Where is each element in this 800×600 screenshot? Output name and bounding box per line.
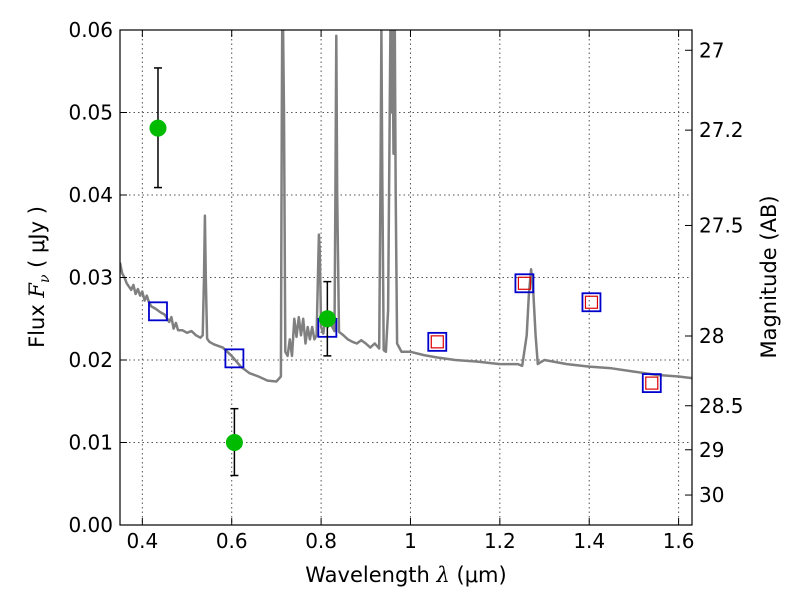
observed-photometry-point — [149, 119, 167, 137]
plot-area — [120, 30, 692, 477]
y2-tick-label: 28 — [699, 324, 724, 348]
grid — [120, 30, 692, 525]
model-photometry-square — [427, 331, 448, 352]
y2-tick-label: 30 — [699, 483, 724, 507]
model-photometry-square — [641, 373, 662, 394]
x-tick-label: 0.6 — [216, 529, 248, 553]
model-photometry-inner-square — [584, 295, 599, 309]
y2-axis-label: Magnitude (AB) — [757, 195, 781, 358]
model-photometry-square — [148, 301, 168, 322]
y-tick-label: 0.01 — [68, 431, 113, 455]
y2-tick-label: 29 — [699, 438, 724, 462]
x-tick-label: 0.8 — [305, 529, 337, 553]
model-photometry-inner-square — [645, 376, 659, 390]
model-photometry-inner-square — [430, 335, 444, 349]
y-tick-label: 0.00 — [68, 513, 113, 537]
x-axis: 0.4 0.6 0.8 1 1.2 1.4 1.6 — [126, 30, 695, 553]
model-photometry-square — [514, 273, 535, 294]
x-tick-label: 1.6 — [663, 529, 695, 553]
y-tick-label: 0.03 — [68, 266, 113, 290]
sed-model-line — [120, 30, 692, 383]
model-photometry-square — [224, 348, 245, 369]
observed-photometry-point — [225, 434, 243, 451]
model-photometry-square — [581, 292, 602, 313]
y-tick-label: 0.06 — [68, 18, 113, 42]
x-tick-label: 0.4 — [126, 529, 158, 553]
y2-tick-label: 27.2 — [699, 118, 744, 142]
x-tick-label: 1 — [404, 529, 417, 553]
observed-photometry-point — [318, 310, 336, 328]
y2-tick-label: 27.5 — [699, 213, 744, 237]
x-tick-label: 1.4 — [573, 529, 605, 553]
y2-tick-label: 28.5 — [699, 394, 744, 418]
y-tick-label: 0.05 — [68, 101, 113, 125]
model-photometry-inner-square — [517, 276, 532, 290]
x-tick-label: 1.2 — [484, 529, 516, 553]
y-axis: 0.00 0.01 0.02 0.03 0.04 0.05 0.06 — [68, 18, 127, 537]
y-tick-label: 0.02 — [68, 348, 113, 372]
y-tick-label: 0.04 — [68, 183, 113, 207]
y-axis-label: Flux Fν ( μJy ) — [25, 206, 53, 348]
x-axis-label: Wavelength λ (μm) — [305, 563, 506, 587]
y2-axis: 27 27.2 27.5 28 28.5 29 30 — [685, 38, 744, 507]
y2-tick-label: 27 — [699, 38, 724, 62]
